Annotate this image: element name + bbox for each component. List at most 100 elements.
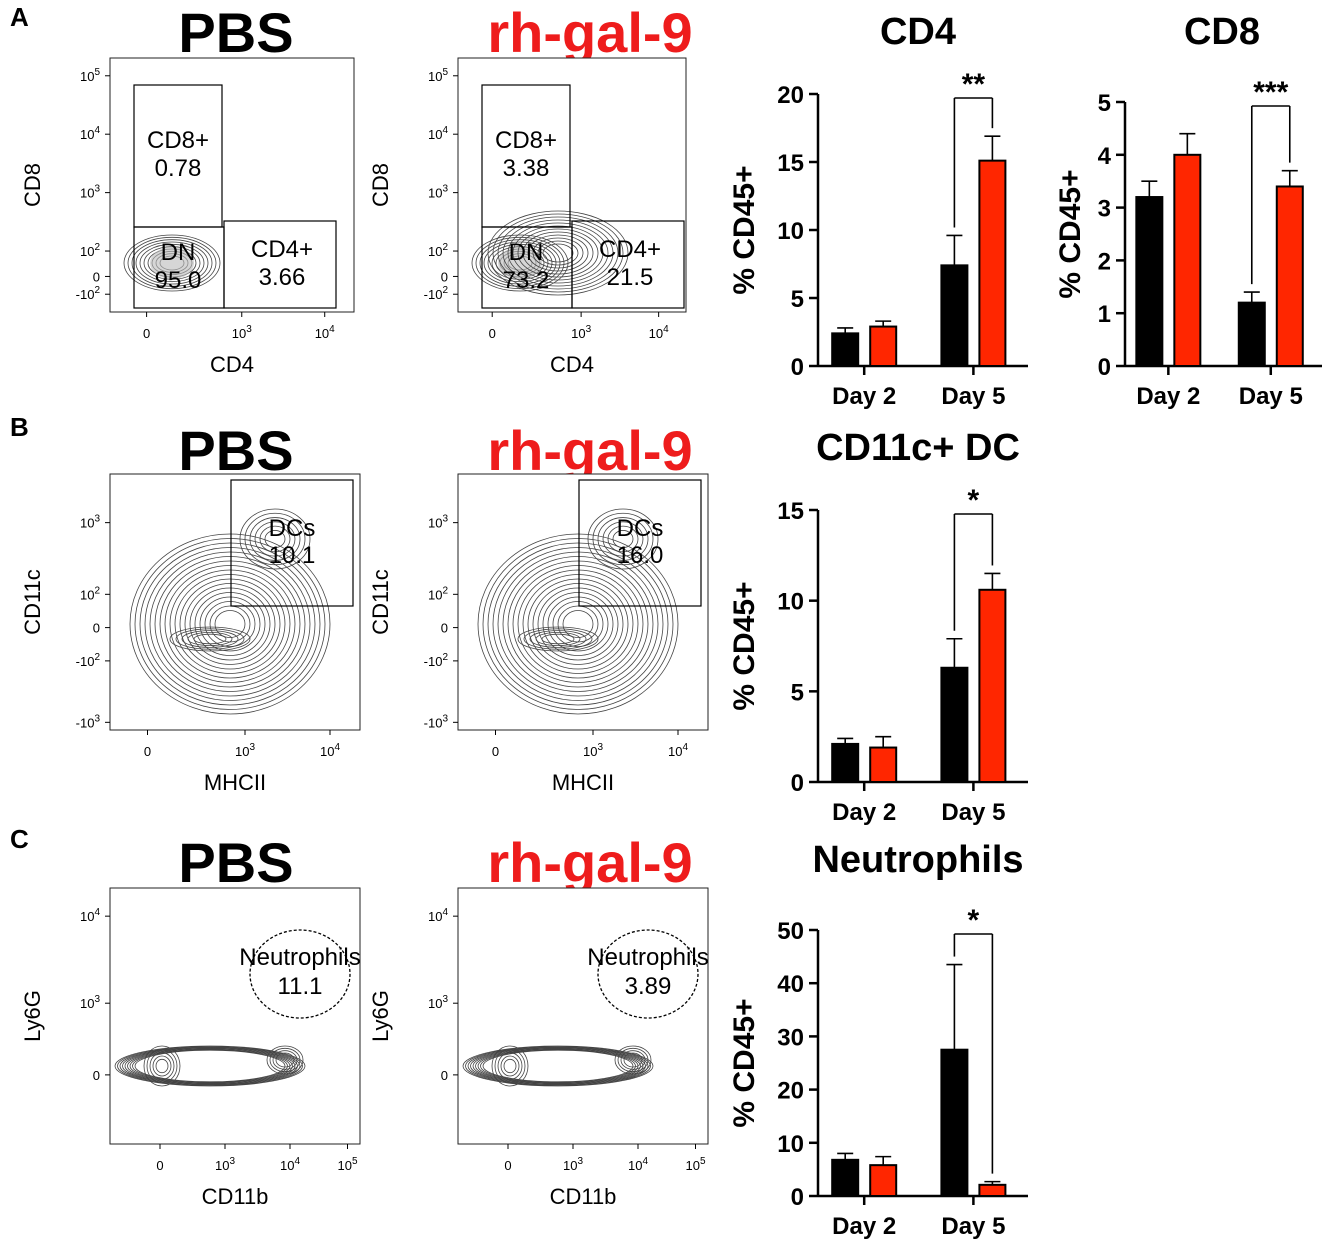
- chart-title: Neutrophils: [812, 839, 1023, 881]
- contour-left: [491, 1045, 529, 1087]
- panel-letter-B: B: [10, 412, 29, 442]
- contour-main: [189, 587, 271, 661]
- y-tick-label: -102: [76, 285, 101, 302]
- contour-main: [199, 596, 261, 652]
- x-tick-label: 0: [504, 1158, 511, 1173]
- plot-frame: [109, 887, 361, 1145]
- contour-cd4: [492, 213, 624, 293]
- x-axis-label: CD4: [210, 352, 254, 377]
- contour-cd4: [497, 216, 619, 290]
- x-tick-label: 103: [215, 1156, 235, 1173]
- contour-main: [542, 592, 614, 656]
- y-tick-label: 104: [80, 907, 100, 924]
- gate-neutrophils: [597, 929, 699, 1019]
- gate-label-dcs: DCs: [617, 515, 664, 542]
- panel-letter-C: C: [10, 824, 29, 854]
- y-tick-label: 5: [791, 286, 804, 313]
- condition-title-pbs: PBS: [178, 419, 293, 482]
- y-tick-label: 105: [428, 67, 448, 84]
- gate-label-cd8pos: CD8+: [495, 127, 557, 154]
- contour-main: [194, 592, 266, 656]
- gate-label-dn: DN: [509, 239, 544, 266]
- chart-title: CD4: [880, 11, 956, 53]
- y-tick-label: 105: [80, 67, 100, 84]
- contour-band: [132, 1049, 288, 1083]
- x-tick-label: Day 2: [832, 383, 896, 410]
- x-tick-label: 104: [649, 324, 669, 341]
- x-axis-label: CD4: [550, 352, 594, 377]
- condition-title-pbs: PBS: [178, 831, 293, 894]
- contour-dc: [612, 530, 634, 548]
- contour-core: [169, 626, 251, 652]
- plot-frame: [457, 887, 709, 1145]
- contour-left: [503, 1058, 517, 1074]
- bar-gal9: [978, 1183, 1007, 1198]
- contour-cd4: [512, 225, 604, 281]
- y-tick-label: 1: [1098, 301, 1111, 328]
- y-tick-label: -102: [76, 652, 101, 669]
- contour-dn: [139, 243, 205, 283]
- bar-chart-cd4: CD4 % CD45+ 0 5 10 15 20 Day 2 Day 5 **: [728, 11, 1028, 410]
- contour-dn: [131, 239, 213, 287]
- contour-dc: [587, 508, 659, 570]
- contour-main: [517, 569, 639, 679]
- gate-label-neutrophils: Neutrophils: [239, 944, 360, 971]
- bar-gal9: [978, 588, 1007, 784]
- gate-value: 3.66: [259, 264, 306, 291]
- contour-band: [482, 1049, 634, 1083]
- contour-band: [127, 1048, 293, 1084]
- gate-neutrophils: [249, 929, 351, 1019]
- contour-right: [269, 1047, 301, 1073]
- contour-dc: [239, 508, 311, 570]
- contour-cd4: [522, 231, 594, 275]
- significance-label: *: [968, 904, 980, 937]
- gate-value: 10.1: [269, 542, 316, 569]
- y-tick-label: 102: [428, 242, 448, 259]
- x-tick-label: Day 2: [1136, 383, 1200, 410]
- y-tick-label: 50: [777, 918, 804, 945]
- y-axis-label: CD11c: [20, 569, 45, 635]
- x-tick-label: Day 2: [832, 799, 896, 826]
- contour-main: [522, 574, 634, 674]
- x-tick-label: 104: [280, 1156, 300, 1173]
- gate-value: 0.78: [155, 155, 202, 182]
- panel-letter-A: A: [10, 2, 29, 32]
- contour-right: [620, 1050, 646, 1070]
- contour-main: [507, 560, 649, 688]
- x-tick-label: 103: [583, 742, 603, 759]
- y-tick-label: 2: [1098, 248, 1111, 275]
- x-tick-label: 103: [563, 1156, 583, 1173]
- contour-core: [541, 633, 575, 645]
- contour-left: [155, 1058, 169, 1074]
- contour-dc: [264, 530, 286, 548]
- y-axis-label: % CD45+: [1054, 169, 1087, 298]
- contour-main: [492, 547, 664, 701]
- contour-main: [552, 601, 604, 647]
- contour-right: [272, 1050, 298, 1070]
- gate-value: 3.38: [503, 155, 550, 182]
- contour-main: [532, 583, 624, 665]
- gate-label-cd4pos: CD4+: [251, 236, 313, 263]
- contour-dc: [259, 525, 291, 553]
- contour-main: [174, 574, 286, 674]
- y-tick-label: -102: [424, 652, 449, 669]
- contour-main: [179, 578, 281, 670]
- significance-label: *: [968, 484, 980, 517]
- y-tick-label: -103: [424, 713, 449, 730]
- y-tick-label: 104: [428, 907, 448, 924]
- contour-right: [623, 1052, 643, 1068]
- x-tick-label: 0: [492, 744, 499, 759]
- x-tick-label: 104: [315, 324, 335, 341]
- condition-title-gal9: rh-gal-9: [487, 419, 692, 482]
- y-tick-label: 3: [1098, 196, 1111, 223]
- contour-cd4: [542, 243, 574, 263]
- bar-pbs: [940, 264, 969, 367]
- y-tick-label: 20: [777, 1078, 804, 1105]
- contour-main: [204, 601, 256, 647]
- contour-main: [502, 556, 654, 692]
- contour-core: [517, 626, 599, 652]
- y-tick-label: 0: [93, 1068, 100, 1083]
- x-tick-label: Day 5: [941, 383, 1005, 410]
